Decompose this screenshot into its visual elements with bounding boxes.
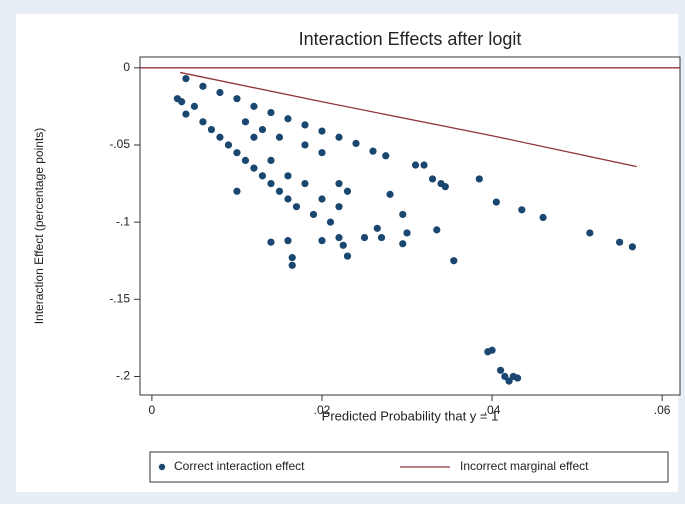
scatter-point [250,133,258,141]
scatter-point [288,254,296,262]
scatter-point [284,115,292,123]
scatter-point [326,218,335,226]
scatter-point [488,346,496,354]
scatter-point [267,179,275,188]
scatter-point [301,179,309,188]
scatter-point [233,95,241,103]
scatter-point [318,195,326,203]
scatter-point [258,125,267,134]
scatter-point [224,141,233,149]
scatter-point [178,98,186,106]
scatter-point [352,139,360,148]
scatter-point [284,195,292,203]
legend-marker [158,463,166,471]
scatter-point [301,121,309,129]
scatter-point [309,210,318,219]
x-tick-label: .02 [314,403,331,417]
scatter-point [505,377,513,385]
scatter-point [207,125,216,134]
scatter-point [275,187,284,195]
scatter-point [343,187,352,195]
scatter-point [386,190,394,198]
y-tick-label: -.1 [116,214,130,228]
scatter-point [250,102,258,110]
x-tick-label: .06 [654,403,671,417]
scatter-point [216,88,224,97]
y-tick-label: -.05 [109,137,130,151]
scatter-point [250,164,258,172]
legend-box [149,451,669,483]
scatter-point [292,203,301,211]
scatter-point [492,198,500,206]
scatter-point [284,172,292,180]
scatter-point [399,240,407,248]
scatter-point [343,252,352,260]
plot-frame [139,56,681,396]
scatter-point [513,374,522,382]
scatter-point [335,233,343,242]
x-tick-label: 0 [149,403,156,417]
scatter-point [496,366,505,374]
scatter-point [628,243,636,251]
scatter-point [369,147,377,155]
y-axis-label: Interaction Effect (percentage points) [32,128,46,325]
scatter-point [335,133,343,141]
scatter-point [267,156,275,165]
scatter-point [318,149,326,157]
scatter-point [360,233,369,242]
scatter-point [267,108,275,117]
scatter-point [318,127,326,135]
scatter-point [441,183,449,191]
scatter-point [335,179,343,188]
scatter-point [373,224,381,232]
scatter-point [339,241,347,249]
x-axis-label: Predicted Probability that y = 1 [322,408,499,423]
scatter-point [233,149,241,157]
scatter-point [420,161,428,169]
scatter-point [199,118,207,126]
scatter-point [399,210,407,219]
scatter-point [428,175,437,183]
legend-label: Incorrect marginal effect [460,459,589,473]
scatter-point [382,152,390,160]
scatter-point [433,226,441,234]
scatter-point [403,229,411,237]
scatter-point [318,237,326,245]
scatter-point [411,161,420,169]
scatter-point [288,261,296,269]
y-tick-label: -.2 [116,369,130,383]
scatter-point [501,372,509,381]
scatter-point [377,233,386,242]
scatter-point [216,133,224,141]
legend-label: Correct interaction effect [174,459,305,473]
scatter-point [275,133,284,141]
scatter-point [284,237,292,245]
scatter-point [182,110,190,118]
x-tick-label: .04 [484,403,501,417]
line-series [179,71,637,168]
scatter-point [475,175,483,183]
y-tick-label: 0 [123,60,130,74]
scatter-point [518,206,526,214]
scatter-point [301,141,309,149]
scatter-point [258,172,267,180]
y-tick-label: -.15 [109,291,130,305]
scatter-point [450,257,458,265]
scatter-point [267,238,275,246]
scatter-point [335,203,343,211]
scatter-point [199,82,207,90]
scatter-point [616,238,624,246]
scatter-point [233,187,241,195]
scatter-point [190,102,199,110]
scatter-point [586,229,594,237]
scatter-point [241,156,250,165]
scatter-point [182,75,190,83]
scatter-point [539,213,547,222]
scatter-point [241,118,250,126]
chart-title: Interaction Effects after logit [299,29,522,49]
